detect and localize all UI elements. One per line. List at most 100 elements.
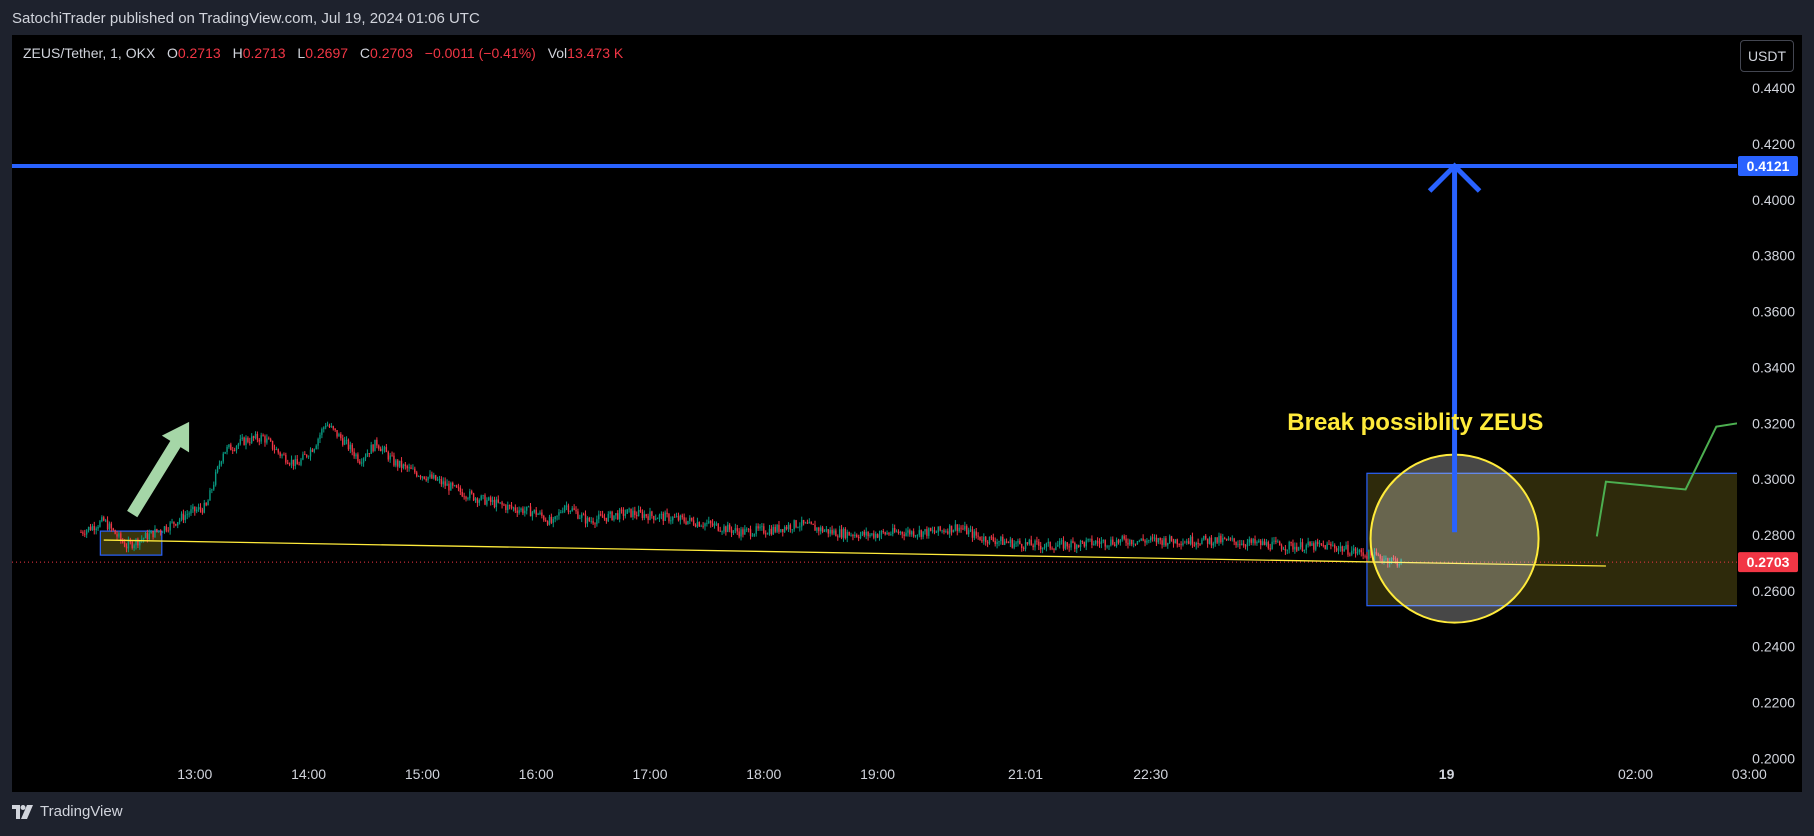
level-price-label: 0.4121: [1747, 158, 1790, 174]
breakout-arrow-head[interactable]: [1427, 162, 1482, 193]
candle-body: [563, 505, 566, 512]
candle-body: [645, 514, 647, 517]
candle-body: [544, 520, 547, 522]
candle-body: [1330, 543, 1332, 546]
candle-body: [856, 534, 858, 537]
candle-body: [554, 516, 556, 520]
candle-body: [188, 513, 190, 515]
candle-body: [1091, 538, 1093, 545]
candle-body: [1222, 537, 1224, 543]
candle-body: [1095, 541, 1097, 544]
projection-arrow-head[interactable]: [1798, 173, 1802, 185]
candle-body: [1017, 540, 1019, 543]
candle-body: [340, 434, 342, 439]
candle-body: [727, 524, 729, 533]
symbol-label[interactable]: ZEUS/Tether, 1, OKX: [23, 45, 156, 61]
annotation-text[interactable]: Break possiblity ZEUS: [1287, 409, 1543, 436]
candle-body: [452, 482, 454, 486]
candle-body: [1047, 541, 1049, 544]
candle-body: [1064, 542, 1067, 549]
candle-body: [814, 524, 816, 531]
candle-body: [359, 461, 361, 464]
candle-body: [116, 534, 118, 537]
candle-body: [1305, 545, 1307, 551]
candle-body: [1000, 536, 1002, 542]
candle-body: [103, 517, 105, 521]
candle-body: [186, 514, 188, 516]
candle-body: [1258, 540, 1260, 542]
candle-body: [260, 435, 262, 442]
candle-body: [1241, 543, 1243, 546]
candle-body: [998, 541, 1000, 543]
candle-body: [104, 520, 107, 522]
candle-body: [531, 512, 534, 517]
candle-body: [1208, 537, 1211, 544]
candle-body: [1131, 539, 1133, 545]
candle-body: [850, 534, 852, 536]
candle-body: [1121, 536, 1123, 540]
momentum-arrow[interactable]: [127, 421, 190, 518]
candle-body: [584, 514, 587, 524]
support-trend-line[interactable]: [103, 539, 1606, 567]
target-zone[interactable]: [1366, 472, 1802, 607]
candle-body: [1083, 541, 1086, 547]
currency-button[interactable]: USDT: [1740, 40, 1794, 72]
candle-body: [770, 528, 773, 535]
candle-body: [730, 529, 733, 533]
y-tick-label: 0.4200: [1752, 136, 1795, 152]
chart-pane[interactable]: Break possiblity ZEUS 0.4400 0.4200 0.4000…: [12, 35, 1802, 792]
candle-body: [816, 527, 818, 531]
candle-body: [264, 436, 266, 443]
candle-body: [120, 533, 122, 540]
candle-body: [137, 539, 139, 546]
candle-body: [1250, 539, 1252, 543]
candle-body: [152, 530, 154, 538]
candle-body: [1193, 544, 1196, 546]
candle-body: [376, 439, 378, 446]
candle-body: [381, 448, 384, 452]
footer-brand[interactable]: TradingView: [12, 803, 123, 820]
candle-body: [393, 455, 395, 466]
candle-body: [780, 529, 782, 532]
candle-body: [203, 502, 205, 513]
candle-body: [907, 530, 909, 533]
candle-body: [184, 515, 187, 521]
y-tick-label: 0.2600: [1752, 583, 1795, 599]
candle-body: [1142, 538, 1144, 541]
candle-body: [1292, 543, 1294, 550]
candle-body: [173, 521, 175, 524]
candle-body: [273, 449, 276, 450]
candle-body: [129, 540, 132, 542]
y-tick-label: 0.2000: [1752, 750, 1795, 766]
candle-body: [361, 462, 363, 464]
candle-body: [1026, 542, 1029, 544]
chart-canvas[interactable]: Break possiblity ZEUS 0.4400 0.4200 0.4000…: [12, 35, 1802, 792]
start-zone[interactable]: [99, 530, 163, 556]
candle-body: [330, 426, 333, 428]
candle-body: [1296, 546, 1298, 551]
candle-body: [131, 541, 133, 549]
candle-body: [565, 505, 568, 507]
candle-body: [548, 516, 551, 525]
candle-body: [1108, 545, 1110, 547]
candle-body: [962, 528, 964, 530]
candle-body: [533, 509, 536, 513]
candle-body: [501, 502, 503, 505]
candle-body: [890, 534, 892, 535]
candle-body: [207, 500, 209, 506]
candle-body: [592, 520, 594, 524]
candle-body: [975, 531, 977, 536]
candle-body: [1045, 543, 1048, 548]
candle-body: [463, 496, 465, 498]
candle-body: [774, 526, 776, 532]
candle-body: [309, 449, 312, 457]
candle-body: [607, 514, 609, 522]
candle-body: [156, 528, 158, 532]
candle-body: [840, 529, 843, 538]
candle-body: [620, 509, 623, 511]
projection-path[interactable]: [1595, 173, 1802, 537]
candle-body: [755, 526, 757, 534]
candle-body: [666, 512, 668, 515]
candle-body: [772, 526, 774, 535]
candle-body: [1392, 558, 1395, 559]
